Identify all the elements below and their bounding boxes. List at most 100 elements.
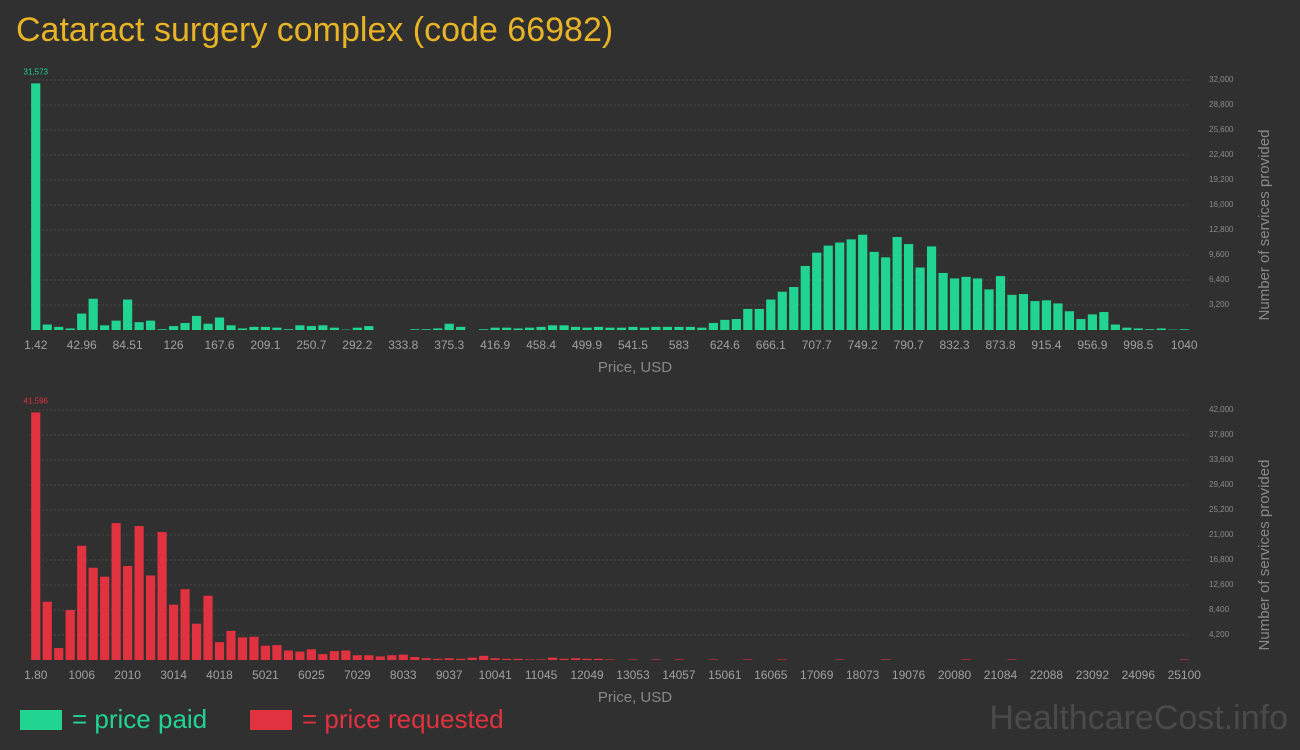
bar: [88, 567, 98, 660]
bar: [938, 272, 948, 330]
y-tick-label: 12,800: [1209, 225, 1234, 234]
bar: [249, 636, 259, 660]
bar: [743, 308, 753, 330]
bar: [260, 645, 271, 660]
bar: [536, 326, 546, 330]
y-tick-label: 3,200: [1209, 300, 1230, 309]
x-tick-label: 42.96: [67, 338, 97, 352]
x-tick-label: 84.51: [113, 338, 143, 352]
bar: [479, 329, 489, 330]
bar: [995, 276, 1006, 330]
bar: [123, 565, 133, 660]
x-tick-label: 3014: [160, 668, 187, 682]
x-tick-label: 1.42: [24, 338, 48, 352]
bar: [306, 649, 316, 660]
bar: [180, 322, 190, 330]
bar: [559, 658, 569, 660]
bar: [502, 327, 512, 330]
bar: [1087, 314, 1097, 330]
bar: [708, 322, 718, 330]
x-tick-label: 13053: [616, 668, 650, 682]
bar: [226, 630, 236, 660]
y-tick-label: 22,400: [1209, 150, 1234, 159]
bar: [915, 267, 925, 330]
bar: [789, 287, 799, 330]
bar: [479, 655, 489, 660]
bar: [490, 327, 500, 330]
bar: [433, 328, 443, 330]
bar: [146, 575, 156, 660]
bar: [605, 327, 615, 330]
bar: [318, 325, 328, 330]
bar: [1179, 659, 1189, 660]
bar: [329, 327, 339, 330]
legend-label: = price requested: [302, 704, 504, 734]
bar: [100, 325, 110, 330]
bar: [31, 412, 41, 660]
x-tick-label: 416.9: [480, 338, 510, 352]
bar: [123, 299, 133, 330]
x-tick-label: 583: [669, 338, 689, 352]
bar: [168, 604, 179, 660]
bar: [134, 526, 144, 660]
x-tick-label: 209.1: [250, 338, 280, 352]
x-tick-label: 707.7: [802, 338, 832, 352]
bar: [525, 327, 535, 330]
x-tick-label: 832.3: [940, 338, 970, 352]
bar: [77, 313, 87, 330]
y-tick-label: 6,400: [1209, 275, 1230, 284]
bar: [191, 623, 202, 660]
bar: [134, 322, 144, 330]
bar: [639, 327, 650, 330]
y-tick-label: 37,800: [1209, 430, 1234, 439]
x-tick-label: 624.6: [710, 338, 740, 352]
x-tick-label: 6025: [298, 668, 325, 682]
bar: [525, 659, 535, 660]
x-tick-label: 10041: [478, 668, 512, 682]
bar: [1053, 303, 1063, 330]
bar: [869, 251, 879, 330]
y-tick-label: 33,600: [1209, 455, 1234, 464]
bar: [674, 326, 684, 330]
y-tick-label: 9,600: [1209, 250, 1230, 259]
x-tick-label: 499.9: [572, 338, 602, 352]
bar: [616, 327, 627, 330]
bar: [708, 659, 718, 660]
bar: [593, 326, 604, 330]
bar: [260, 326, 271, 330]
bar: [651, 326, 661, 330]
bar: [570, 658, 581, 660]
bar: [1018, 294, 1029, 330]
bar: [892, 237, 902, 330]
bar: [1007, 659, 1017, 660]
x-tick-label: 21084: [984, 668, 1018, 682]
bar: [628, 326, 638, 330]
y-tick-label: 25,200: [1209, 505, 1234, 514]
bar: [295, 651, 305, 660]
x-tick-label: 19076: [892, 668, 926, 682]
bar: [490, 658, 500, 660]
y-tick-label: 29,400: [1209, 480, 1234, 489]
y-axis-title: Number of services provided: [1256, 460, 1273, 651]
x-tick-label: 4018: [206, 668, 233, 682]
bar: [559, 325, 569, 330]
x-axis-title: Price, USD: [598, 359, 672, 376]
bar: [283, 329, 294, 330]
bar: [513, 658, 523, 660]
x-tick-label: 12049: [570, 668, 604, 682]
bar: [421, 329, 431, 330]
legend-swatch: [250, 710, 292, 730]
x-tick-label: 25100: [1168, 668, 1202, 682]
y-tick-label: 4,200: [1209, 630, 1230, 639]
x-tick-label: 9037: [436, 668, 463, 682]
bar: [593, 658, 604, 660]
bar: [214, 317, 225, 330]
y-tick-label: 16,800: [1209, 555, 1234, 564]
x-tick-label: 22088: [1030, 668, 1064, 682]
bar: [858, 234, 868, 330]
bar: [502, 658, 512, 660]
x-axis-title: Price, USD: [598, 689, 672, 706]
bar: [1122, 327, 1132, 330]
bar: [1064, 311, 1074, 330]
bar: [651, 659, 661, 660]
